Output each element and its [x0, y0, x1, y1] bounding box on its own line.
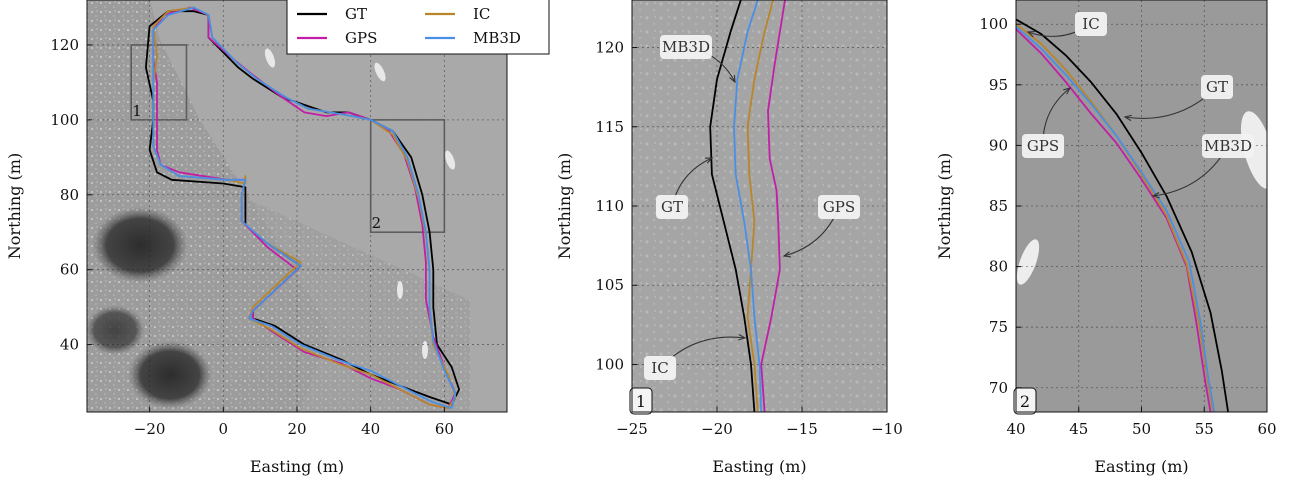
series-gps-3 — [1016, 28, 1212, 412]
annotation-box-mb3d-2 — [1202, 134, 1254, 158]
tick-labels: −20 0 20 40 60 40 60 80 100 120 −25 −20 −15 −10 100 105… — [50, 15, 1276, 438]
annotation-box-mb3d-1 — [660, 35, 712, 59]
panel-badge-2 — [1013, 387, 1037, 415]
ytick-label-2-0: 70 — [989, 379, 1008, 397]
xlabel-3: Easting (m) — [1094, 457, 1188, 476]
xtick-label-1-2: −15 — [786, 420, 818, 438]
annotation-label-ic-2: IC — [1082, 15, 1099, 33]
annotation-box-gt-1 — [656, 195, 688, 219]
annotation-label-mb3d-1: MB3D — [662, 38, 710, 56]
annotation-box-gps-2 — [1022, 134, 1064, 158]
ytick-label-1-4: 120 — [595, 39, 624, 57]
xtick-label-2-2: 50 — [1132, 420, 1151, 438]
xtick-label-2-0: 40 — [1006, 420, 1025, 438]
series-mb3d-1 — [152, 6, 457, 410]
panel-badge-label-2: 2 — [1020, 392, 1030, 411]
ytick-label-0-3: 100 — [50, 111, 79, 129]
zoom-box-label-1: 1 — [132, 102, 142, 120]
annotation-label-gt-1: GT — [661, 198, 683, 216]
xtick-label-0-2: 20 — [287, 420, 306, 438]
ytick-label-2-2: 80 — [989, 258, 1008, 276]
xtick-label-0-3: 40 — [361, 420, 380, 438]
ylabel-2: Northing (m) — [555, 153, 574, 259]
legend: GT IC GPS MB3D — [286, 0, 550, 55]
xtick-label-2-3: 55 — [1195, 420, 1214, 438]
xtick-label-1-3: −10 — [871, 420, 903, 438]
annotation-label-mb3d-2: MB3D — [1204, 137, 1252, 155]
ytick-label-1-0: 100 — [595, 355, 624, 373]
annotation-arrowhead-mb3d-2 — [1151, 192, 1160, 199]
annotation-box-ic-2 — [1075, 12, 1107, 36]
ytick-label-2-5: 95 — [989, 76, 1008, 94]
annotation-label-gps-1: GPS — [823, 198, 855, 216]
annotation-label-gps-2: GPS — [1027, 137, 1059, 155]
series-gt-3 — [1016, 18, 1229, 412]
annotation-arrowhead-gps-1 — [782, 251, 792, 258]
ylabel-1: Northing (m) — [5, 153, 24, 259]
xtick-label-0-1: 0 — [219, 420, 229, 438]
annotation-arrowhead-gt-1 — [704, 157, 714, 164]
ytick-label-0-0: 40 — [60, 336, 79, 354]
annotation-arrowhead-ic-2 — [1026, 31, 1036, 38]
ytick-label-2-1: 75 — [989, 318, 1008, 336]
xtick-label-0-0: −20 — [134, 420, 166, 438]
ytick-label-2-3: 85 — [989, 197, 1008, 215]
annotation-box-gt-2 — [1201, 75, 1233, 99]
annotation-label-gt-2: GT — [1206, 78, 1228, 96]
xtick-label-2-1: 45 — [1069, 420, 1088, 438]
xtick-label-1-1: −20 — [701, 420, 733, 438]
annotation-arrowhead-ic-1 — [738, 334, 747, 341]
xtick-label-2-4: 60 — [1257, 420, 1276, 438]
ytick-label-1-1: 105 — [595, 276, 624, 294]
aerial-background-1 — [87, 0, 507, 412]
series-mb3d-2 — [733, 0, 763, 412]
annotations: 1 MB3D GT GPS IC 2 IC GT GPS MB3D — [629, 12, 1254, 415]
ytick-label-1-2: 110 — [595, 197, 624, 215]
zoom-box-2 — [369, 119, 446, 234]
xlabel-2: Easting (m) — [712, 457, 806, 476]
ytick-label-0-1: 60 — [60, 261, 79, 279]
xtick-label-1-0: −25 — [616, 420, 648, 438]
series-group-1 — [145, 6, 460, 410]
panel-badge-label-1: 1 — [636, 392, 646, 411]
xlabel-1: Easting (m) — [250, 457, 344, 476]
series-mb3d-3 — [1016, 26, 1216, 412]
zoom-box-label-2: 2 — [372, 214, 382, 232]
annotation-label-ic-1: IC — [651, 359, 668, 377]
series-gt-1 — [145, 10, 460, 406]
series-group-2 — [709, 0, 786, 412]
annotation-box-gps-1 — [818, 195, 860, 219]
axis-labels: Easting (m) Northing (m) Easting (m) Northi… — [5, 153, 1189, 476]
ylabel-3: Northing (m) — [935, 153, 954, 259]
annotation-box-ic-1 — [644, 356, 676, 380]
xtick-label-0-4: 60 — [435, 420, 454, 438]
legend-label-gps: GPS — [345, 29, 377, 47]
annotation-arrowhead-gps-2 — [1063, 87, 1072, 95]
zoom-boxes: 12 — [130, 44, 446, 234]
ytick-label-0-4: 120 — [50, 36, 79, 54]
legend-label-ic: IC — [473, 5, 490, 23]
annotation-arrowhead-gt-2 — [1123, 114, 1132, 122]
annotation-arrowhead-mb3d-1 — [729, 74, 736, 84]
series-group-3 — [1016, 18, 1229, 412]
ytick-label-2-6: 100 — [979, 15, 1008, 33]
ytick-label-1-3: 115 — [595, 118, 624, 136]
ytick-label-0-2: 80 — [60, 186, 79, 204]
series-gt-2 — [709, 0, 756, 412]
legend-label-mb3d: MB3D — [473, 29, 521, 47]
legend-label-gt: GT — [345, 5, 367, 23]
ytick-label-2-4: 90 — [989, 136, 1008, 154]
series-gps-2 — [760, 0, 786, 412]
panel-badge-1 — [629, 387, 653, 415]
trajectory-lines — [145, 0, 1229, 412]
legend-box — [286, 0, 550, 55]
zoom-box-1 — [130, 44, 188, 121]
series-ic-3 — [1016, 23, 1214, 412]
series-ic-2 — [746, 0, 774, 412]
